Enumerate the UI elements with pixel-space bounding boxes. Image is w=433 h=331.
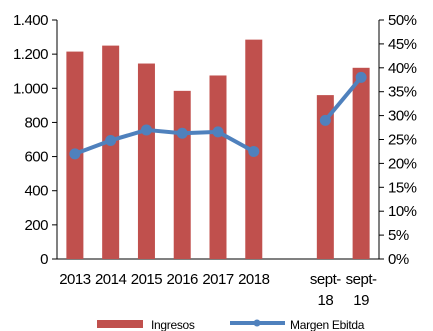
right-tick-label: 5% (388, 227, 409, 244)
right-tick-label: 20% (388, 155, 417, 172)
bar-ingresos (352, 67, 370, 259)
right-tick-label: 45% (388, 36, 417, 53)
point-margen-ebitda (176, 127, 188, 139)
legend-label-ingresos: Ingresos (151, 318, 195, 331)
x-tick-label: sept- (346, 271, 377, 288)
left-tick-label: 800 (24, 114, 48, 131)
bar-ingresos (102, 45, 120, 259)
x-tick-label: 2015 (131, 271, 163, 288)
left-tick-label: 1.400 (13, 12, 48, 29)
point-margen-ebitda (248, 145, 260, 157)
x-tick-label: 2018 (238, 271, 270, 288)
left-tick-label: 1.000 (13, 80, 48, 97)
left-tick-label: 1.200 (13, 46, 48, 63)
right-tick-label: 10% (388, 203, 417, 220)
legend-label-margen-ebitda: Margen Ebitda (290, 318, 365, 331)
right-tick-label: 30% (388, 108, 417, 125)
bar-ingresos (137, 63, 155, 260)
point-margen-ebitda (355, 71, 367, 83)
x-axis-labels: 2013 2014 2015 2016 2017 2018 sept- 18 sept- 19 (59, 271, 377, 309)
line-margen-ebitda-segment (74, 127, 255, 156)
left-tick-label: 200 (24, 217, 48, 234)
point-margen-ebitda (212, 126, 224, 138)
point-margen-ebitda (140, 124, 152, 136)
x-tick-label: 19 (353, 292, 369, 309)
legend-swatch-margen-ebitda-marker (253, 319, 261, 327)
right-axis: 0% 5% 10% 15% 20% 25% 30% 35% 40% 45% 50% (378, 12, 417, 268)
x-tick-label: 18 (317, 292, 333, 309)
point-margen-ebitda (69, 148, 81, 160)
right-tick-label: 40% (388, 60, 417, 77)
x-tick-label: 2016 (167, 271, 199, 288)
point-margen-ebitda (319, 114, 331, 126)
right-tick-label: 0% (388, 251, 409, 268)
line-margen-ebitda-segment (323, 76, 363, 122)
bar-ingresos (209, 75, 227, 259)
legend-swatch-ingresos (97, 320, 143, 328)
x-tick-label: 2013 (59, 271, 91, 288)
right-tick-label: 15% (388, 179, 417, 196)
right-tick-label: 35% (388, 84, 417, 101)
legend: Ingresos Margen Ebitda (97, 318, 365, 331)
x-tick-label: sept- (310, 271, 341, 288)
right-tick-label: 25% (388, 132, 417, 149)
x-tick-label: 2017 (202, 271, 234, 288)
left-tick-label: 0 (40, 251, 48, 268)
point-margen-ebitda (105, 134, 117, 146)
left-tick-label: 600 (24, 149, 48, 166)
line-series-margen-ebitda (69, 71, 367, 160)
left-tick-label: 400 (24, 183, 48, 200)
bar-ingresos (173, 90, 191, 259)
bar-ingresos (316, 95, 334, 259)
right-tick-label: 50% (388, 12, 417, 29)
x-tick-label: 2014 (95, 271, 127, 288)
bar-series-ingresos (66, 39, 370, 260)
